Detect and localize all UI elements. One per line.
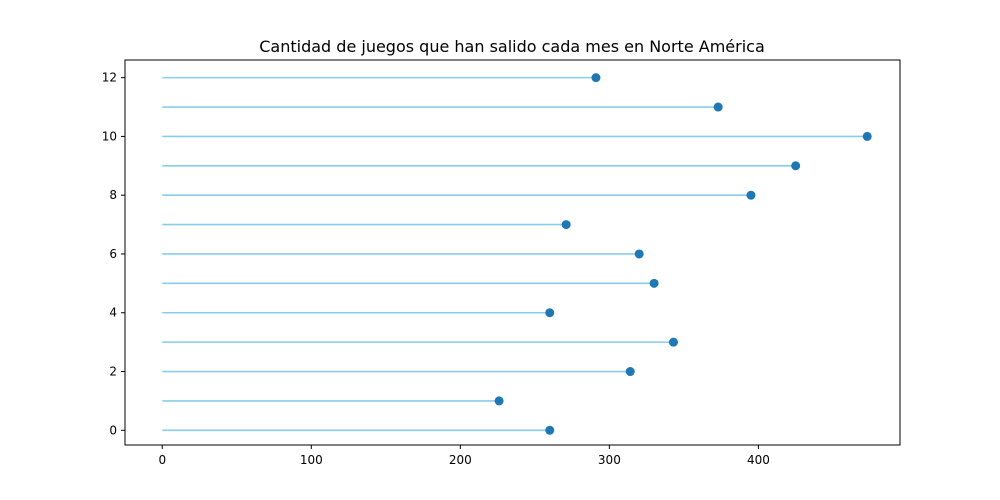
x-axis: 0 100 200 300 400 [158,445,770,467]
marker-2 [625,367,635,377]
marker-3 [668,337,678,347]
x-tick-label: 100 [300,453,323,467]
y-axis: 0 2 4 6 8 10 12 [102,71,125,437]
marker-6 [634,249,644,259]
marker-12 [591,73,601,83]
marker-9 [791,161,801,171]
y-tick-label: 0 [109,423,117,437]
marker-10 [862,131,872,141]
y-tick-label: 12 [102,71,117,85]
marker-5 [649,278,659,288]
x-tick-label: 0 [158,453,166,467]
x-tick-label: 400 [747,453,770,467]
marker-0 [545,425,555,435]
marker-4 [545,308,555,318]
x-tick-label: 200 [449,453,472,467]
y-tick-label: 2 [109,365,117,379]
axes-frame [124,59,901,446]
y-tick-label: 4 [109,306,117,320]
x-tick-label: 300 [598,453,621,467]
plot-area [162,73,872,435]
marker-7 [561,220,571,230]
y-tick-label: 10 [102,129,117,143]
y-tick-label: 8 [109,188,117,202]
chart-title: Cantidad de juegos que han salido cada m… [259,37,765,56]
marker-8 [746,190,756,200]
marker-11 [713,102,723,112]
y-tick-label: 6 [109,247,117,261]
marker-1 [494,396,504,406]
